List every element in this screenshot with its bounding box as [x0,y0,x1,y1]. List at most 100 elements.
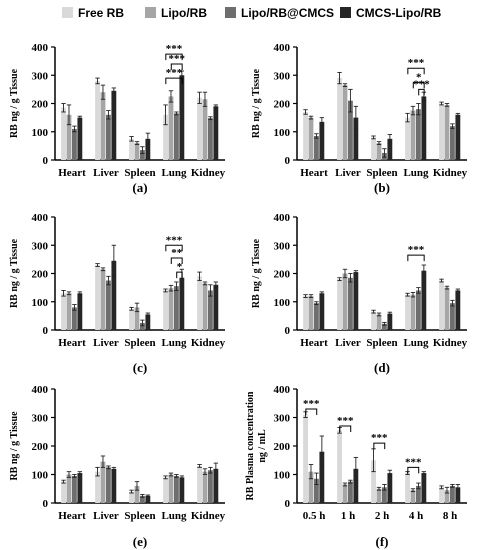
bar [106,280,111,330]
y-axis-label: RB ng / g Tissue [251,238,262,308]
y-tick-label: 0 [285,155,291,167]
bar [450,303,455,330]
significance-label: *** [405,456,422,468]
legend: Free RB Lipo/RB Lipo/RB@CMCS CMCS-Lipo/R… [0,6,480,24]
bar [66,114,72,160]
bar [444,490,450,503]
y-tick-label: 0 [285,325,291,337]
x-tick-label: Heart [58,510,86,522]
bar [303,296,308,330]
legend-label-free-rb: Free RB [78,6,125,20]
bar [416,109,421,160]
panel-label: (d) [374,360,390,375]
bar [179,477,185,503]
significance-label: *** [168,53,185,65]
bar [202,99,208,160]
bar [145,138,151,160]
bar [342,484,348,503]
bar [439,103,444,160]
bar [72,475,77,503]
bar [444,287,450,330]
significance-bracket [165,53,183,61]
bar [168,96,174,160]
bar [319,121,325,160]
y-tick-label: 100 [274,127,291,139]
bar [61,481,66,503]
x-tick-label: Spleen [366,167,397,179]
legend-swatch-free-rb [62,7,73,18]
bar [163,290,168,330]
significance-label: * [177,261,183,273]
x-tick-label: Spleen [124,167,155,179]
x-tick-label: Lung [161,510,187,522]
y-tick-label: 100 [32,297,49,309]
legend-swatch-lipo-rb-cmcs [225,7,236,18]
panel-f: 0 100 200 300 400 RB Plasma concentration ng /… [245,384,467,549]
legend-entry-free-rb: Free RB [62,6,124,20]
x-tick-label: Liver [93,337,119,349]
x-tick-label: 4 h [409,510,423,522]
significance-label: *** [337,415,354,427]
x-tick-label: Kidney [191,510,226,522]
bar [140,322,145,330]
bar [208,290,213,330]
y-tick-label: 400 [274,212,291,224]
y-tick-label: 400 [32,42,49,54]
y-tick-label: 400 [274,384,291,396]
bar [106,114,111,160]
panel-a: 0 100 200 300 400 RB ng / g Tissue Heart Liver S… [9,42,226,195]
bar [416,485,421,503]
legend-entry-lipo-rb-cmcs: Lipo/RB@CMCS [225,6,334,20]
bar [129,308,134,330]
y-tick-label: 300 [32,70,49,82]
bar [174,475,179,503]
x-tick-label: 8 h [443,510,457,522]
legend-swatch-cmcs-lipo-rb [340,7,351,18]
x-tick-label: Liver [335,167,361,179]
bar [348,100,353,160]
y-axis-label: RB ng / g Tissue [9,68,20,138]
bar [100,269,106,330]
bar [202,471,208,503]
x-tick-label: Heart [58,337,86,349]
bar [376,488,382,503]
significance-label: *** [166,43,183,55]
bar [134,307,140,330]
significance-label: *** [166,67,183,79]
x-tick-label: Lung [403,337,429,349]
bar [106,467,111,503]
bar [337,78,342,160]
bar [95,80,100,160]
x-tick-label: Kidney [433,337,468,349]
y-axis-label-unit: ng / mL [257,429,268,463]
x-tick-label: Liver [93,510,119,522]
x-tick-label: Heart [300,167,328,179]
significance-bracket [407,254,425,262]
significance-bracket [407,67,425,75]
bar [319,451,325,503]
y-tick-label: 100 [274,297,291,309]
bar [405,117,410,160]
bar [163,477,168,503]
y-tick-label: 0 [43,325,49,337]
y-tick-label: 300 [32,240,49,252]
x-tick-label: 0.5 h [303,510,326,522]
y-axis-label: RB Plasma concentration [245,391,256,500]
significance-bracket [165,244,183,252]
panel-label: (e) [133,534,147,549]
bar [145,495,151,503]
significance-label: *** [408,57,425,69]
y-tick-label: 200 [32,441,49,453]
bar [387,138,393,160]
y-tick-label: 0 [285,498,291,510]
legend-swatch-lipo-rb [145,7,156,18]
significance-label: *** [303,398,320,410]
bar [421,270,427,330]
bar [145,314,151,330]
bar [450,485,455,503]
bar [405,473,410,503]
y-tick-label: 200 [274,99,291,111]
legend-entry-lipo-rb: Lipo/RB [145,6,207,20]
panel-label: (f) [376,534,389,549]
